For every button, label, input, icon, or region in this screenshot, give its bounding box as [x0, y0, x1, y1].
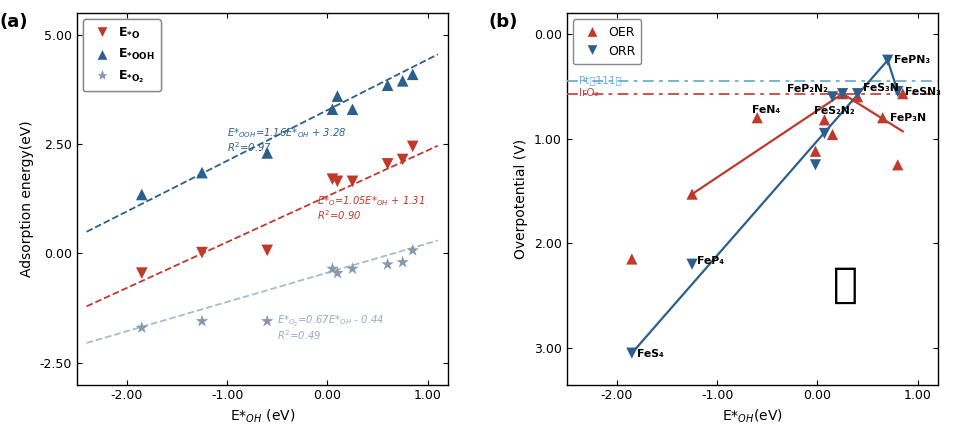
Point: [890, 88, 905, 95]
Point: [395, 259, 411, 266]
Point: [835, 90, 850, 97]
Point: [330, 93, 345, 100]
Point: [194, 249, 210, 256]
X-axis label: E*$_{OH}$(eV): E*$_{OH}$(eV): [722, 408, 783, 425]
Point: [835, 90, 850, 97]
Point: [330, 270, 345, 277]
Point: [259, 318, 275, 325]
Text: $R^2$=0.97: $R^2$=0.97: [227, 140, 272, 154]
Point: [380, 82, 395, 89]
Text: (a): (a): [0, 13, 29, 31]
Point: [395, 156, 411, 163]
Text: E*$_{OOH}$=1.16E*$_{OH}$ + 3.28: E*$_{OOH}$=1.16E*$_{OH}$ + 3.28: [227, 126, 346, 140]
Text: FeSN₃: FeSN₃: [904, 87, 941, 97]
Text: Pt（111）: Pt（111）: [579, 75, 621, 85]
Text: 🌋: 🌋: [833, 264, 858, 306]
Point: [345, 106, 360, 113]
X-axis label: E*$_{OH}$ (eV): E*$_{OH}$ (eV): [230, 408, 295, 425]
Point: [405, 247, 420, 254]
Point: [324, 265, 340, 272]
Text: FeS₄: FeS₄: [636, 350, 663, 360]
Point: [405, 71, 420, 78]
Point: [817, 130, 833, 137]
Point: [194, 318, 210, 325]
Text: $R^2$=0.90: $R^2$=0.90: [318, 208, 362, 222]
Text: FeP₂N₂: FeP₂N₂: [787, 84, 828, 94]
Text: FeP₃N: FeP₃N: [890, 113, 925, 123]
Legend: OER, ORR: OER, ORR: [573, 19, 641, 64]
Point: [405, 143, 420, 150]
Point: [880, 57, 896, 64]
Point: [259, 247, 275, 254]
Point: [825, 131, 840, 138]
Point: [825, 94, 840, 101]
Point: [624, 256, 639, 263]
Point: [890, 161, 905, 168]
Point: [324, 176, 340, 183]
Text: FeN₄: FeN₄: [752, 105, 780, 115]
Point: [330, 178, 345, 185]
Point: [850, 90, 865, 97]
Point: [895, 90, 910, 97]
Text: IrO₂: IrO₂: [579, 88, 598, 98]
Text: FeS₂N₂: FeS₂N₂: [814, 106, 855, 116]
Point: [624, 350, 639, 357]
Point: [395, 77, 411, 84]
Legend: $\mathbf{E_{*O}}$, $\mathbf{E_{*OOH}}$, $\mathbf{E_{*O_2}}$: $\mathbf{E_{*O}}$, $\mathbf{E_{*OOH}}$, …: [83, 19, 161, 91]
Text: $R^2$=0.49: $R^2$=0.49: [278, 328, 322, 342]
Point: [749, 114, 765, 121]
Point: [817, 116, 833, 123]
Point: [850, 94, 865, 101]
Point: [134, 191, 149, 198]
Point: [324, 106, 340, 113]
Point: [345, 178, 360, 185]
Text: E*$_{O_2}$=0.67E*$_{OH}$ - 0.44: E*$_{O_2}$=0.67E*$_{OH}$ - 0.44: [278, 314, 385, 329]
Point: [259, 149, 275, 156]
Text: (b): (b): [489, 13, 519, 31]
Point: [380, 261, 395, 268]
Point: [875, 114, 890, 121]
Y-axis label: Adsorption energy(eV): Adsorption energy(eV): [20, 121, 33, 277]
Point: [808, 148, 823, 155]
Text: FePN₃: FePN₃: [894, 55, 930, 65]
Point: [808, 161, 823, 168]
Text: FeP₄: FeP₄: [697, 256, 724, 266]
Point: [134, 324, 149, 331]
Point: [380, 160, 395, 167]
Y-axis label: Overpotential (V): Overpotential (V): [514, 139, 528, 259]
Point: [194, 169, 210, 176]
Point: [684, 191, 700, 198]
Text: FeS₃N: FeS₃N: [862, 83, 899, 93]
Point: [134, 270, 149, 277]
Point: [684, 261, 700, 268]
Text: E*$_O$=1.05E*$_{OH}$ + 1.31: E*$_O$=1.05E*$_{OH}$ + 1.31: [318, 194, 425, 208]
Point: [345, 265, 360, 272]
